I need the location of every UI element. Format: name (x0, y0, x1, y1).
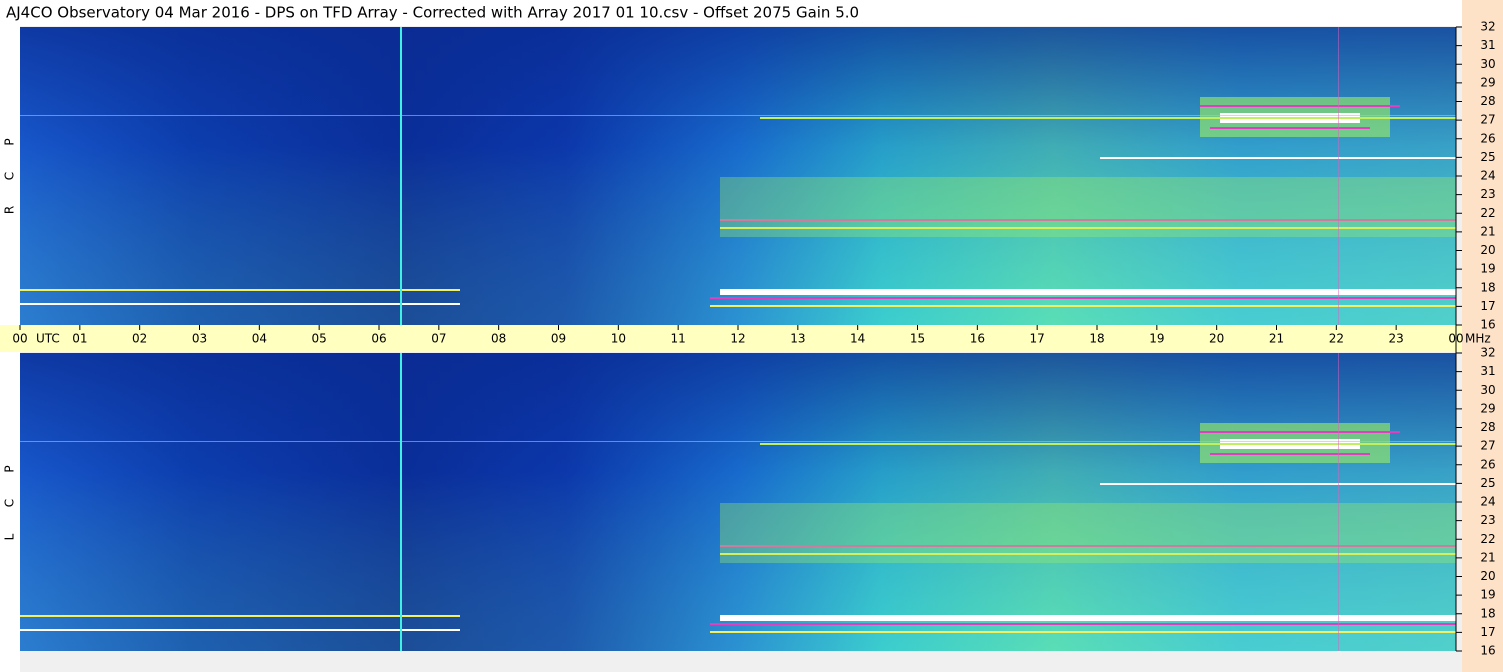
time-label: 00 (1448, 332, 1463, 346)
time-label: 09 (551, 332, 566, 346)
freq-label: 17 (1480, 299, 1495, 313)
freq-label: 25 (1480, 150, 1495, 164)
time-label: 17 (1030, 332, 1045, 346)
spectrogram-lcp (20, 353, 1456, 651)
freq-label: 19 (1480, 262, 1495, 276)
panel-label: C (3, 172, 17, 180)
time-label: 10 (611, 332, 626, 346)
time-label: 19 (1149, 332, 1164, 346)
freq-label: 16 (1480, 318, 1495, 332)
time-label: 00 (12, 332, 27, 346)
time-label: 07 (431, 332, 446, 346)
time-label: 02 (132, 332, 147, 346)
freq-label: 23 (1480, 187, 1495, 201)
time-label: 15 (910, 332, 925, 346)
freq-label: 29 (1480, 75, 1495, 89)
freq-label: 18 (1480, 280, 1495, 294)
time-label: 14 (850, 332, 865, 346)
time-label: 13 (790, 332, 805, 346)
time-label: 06 (371, 332, 386, 346)
freq-label: 17 (1480, 625, 1495, 639)
time-label: 16 (970, 332, 985, 346)
spectrogram-rcp (20, 27, 1456, 325)
time-label: 21 (1269, 332, 1284, 346)
freq-label: 21 (1480, 550, 1495, 564)
time-label: 20 (1209, 332, 1224, 346)
right-strip (1462, 0, 1503, 672)
title-bar (0, 0, 1503, 26)
freq-label: 31 (1480, 38, 1495, 52)
freq-label: 21 (1480, 224, 1495, 238)
freq-label: 22 (1480, 206, 1495, 220)
freq-label: 29 (1480, 401, 1495, 415)
freq-label: 19 (1480, 588, 1495, 602)
freq-unit: MHz (1465, 332, 1491, 346)
freq-label: 30 (1480, 57, 1495, 71)
freq-label: 22 (1480, 532, 1495, 546)
freq-label: 24 (1480, 495, 1495, 509)
freq-label: 31 (1480, 364, 1495, 378)
time-axis-band (0, 325, 1462, 352)
freq-label: 32 (1480, 346, 1495, 360)
time-label: 05 (312, 332, 327, 346)
freq-label: 24 (1480, 169, 1495, 183)
time-label: 01 (72, 332, 87, 346)
time-label: 18 (1089, 332, 1104, 346)
freq-label: 27 (1480, 113, 1495, 127)
time-label: 04 (252, 332, 267, 346)
freq-label: 30 (1480, 383, 1495, 397)
freq-label: 20 (1480, 243, 1495, 257)
time-label: 23 (1389, 332, 1404, 346)
panel-label: C (3, 499, 17, 507)
time-label: 12 (730, 332, 745, 346)
freq-label: 26 (1480, 457, 1495, 471)
time-label: 11 (671, 332, 686, 346)
freq-label: 25 (1480, 476, 1495, 490)
freq-label: 28 (1480, 94, 1495, 108)
freq-label: 18 (1480, 606, 1495, 620)
panel-label: L (3, 533, 17, 540)
panel-label: P (3, 465, 17, 472)
time-zone: UTC (36, 332, 60, 346)
panel-label: P (3, 138, 17, 145)
time-label: 22 (1329, 332, 1344, 346)
freq-label: 32 (1480, 20, 1495, 34)
freq-label: 16 (1480, 644, 1495, 658)
freq-label: 23 (1480, 513, 1495, 527)
time-label: 03 (192, 332, 207, 346)
freq-label: 26 (1480, 131, 1495, 145)
title: AJ4CO Observatory 04 Mar 2016 - DPS on T… (6, 4, 859, 22)
time-label: 08 (491, 332, 506, 346)
freq-label: 27 (1480, 439, 1495, 453)
panel-label: R (3, 206, 17, 214)
freq-label: 20 (1480, 569, 1495, 583)
freq-label: 28 (1480, 420, 1495, 434)
